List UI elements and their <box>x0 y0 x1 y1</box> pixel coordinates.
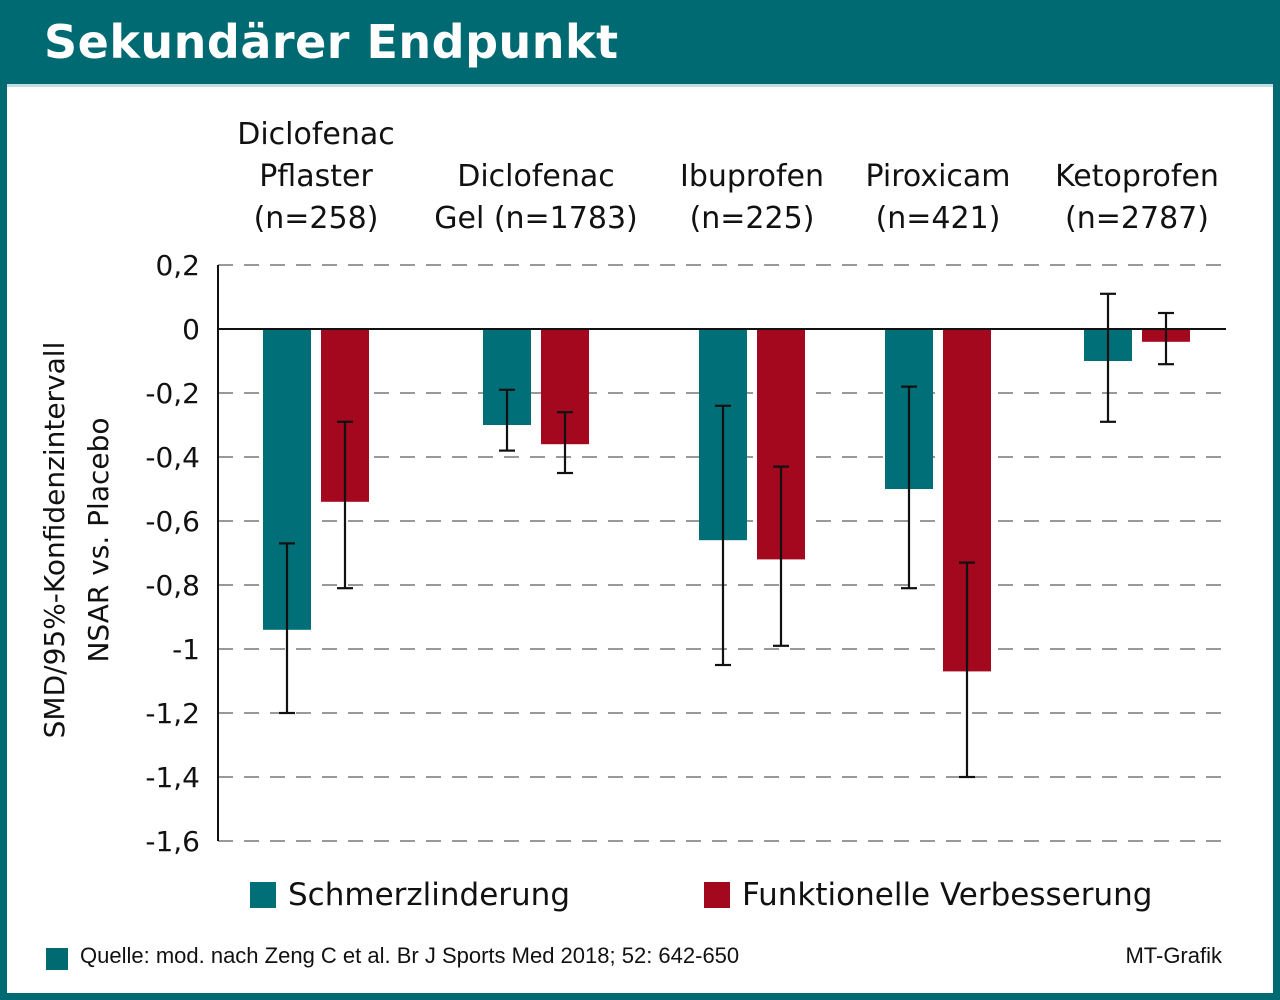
category-label: Ibuprofen <box>680 159 824 194</box>
y-tick-label: -1,6 <box>145 825 200 858</box>
legend-swatch-funktionelle-verbesserung <box>704 882 730 908</box>
category-label: (n=225) <box>690 201 815 236</box>
legend-swatch-schmerzlinderung <box>250 882 276 908</box>
header-divider <box>7 84 1273 87</box>
y-tick-label: 0,2 <box>155 249 200 282</box>
y-tick-label: -1 <box>172 633 200 666</box>
y-axis-title: SMD/95%-Konfidenzintervall <box>38 342 71 739</box>
y-tick-label: 0 <box>182 313 200 346</box>
legend-item-schmerzlinderung: Schmerzlinderung <box>250 870 570 920</box>
page-title: Sekundärer Endpunkt <box>44 15 619 69</box>
graphic-credit: MT-Grafik <box>1125 943 1222 968</box>
category-label: (n=421) <box>876 201 1001 236</box>
source-marker <box>46 948 68 970</box>
category-label: (n=258) <box>254 201 379 236</box>
category-label: Diclofenac <box>457 159 615 194</box>
y-tick-label: -0,2 <box>145 377 200 410</box>
legend-item-funktionelle-verbesserung: Funktionelle Verbesserung <box>704 870 1152 920</box>
category-label: Ketoprofen <box>1055 159 1219 194</box>
y-tick-label: -0,6 <box>145 505 200 538</box>
category-label: Diclofenac <box>237 117 395 152</box>
y-tick-label: -1,4 <box>145 761 200 794</box>
legend: Schmerzlinderung Funktionelle Verbesseru… <box>250 870 1250 920</box>
header-bar: Sekundärer Endpunkt <box>0 0 1280 84</box>
category-label: (n=2787) <box>1065 201 1209 236</box>
y-tick-label: -0,4 <box>145 441 200 474</box>
y-tick-label: -1,2 <box>145 697 200 730</box>
legend-label-schmerzlinderung: Schmerzlinderung <box>288 877 570 913</box>
y-axis-title: NSAR vs. Placebo <box>82 417 115 662</box>
source-note: Quelle: mod. nach Zeng C et al. Br J Spo… <box>80 943 740 968</box>
y-tick-label: -0,8 <box>145 569 200 602</box>
category-label: Pflaster <box>259 159 373 194</box>
legend-label-funktionelle-verbesserung: Funktionelle Verbesserung <box>742 877 1153 913</box>
category-label: Gel (n=1783) <box>434 201 637 236</box>
category-label: Piroxicam <box>865 159 1010 194</box>
